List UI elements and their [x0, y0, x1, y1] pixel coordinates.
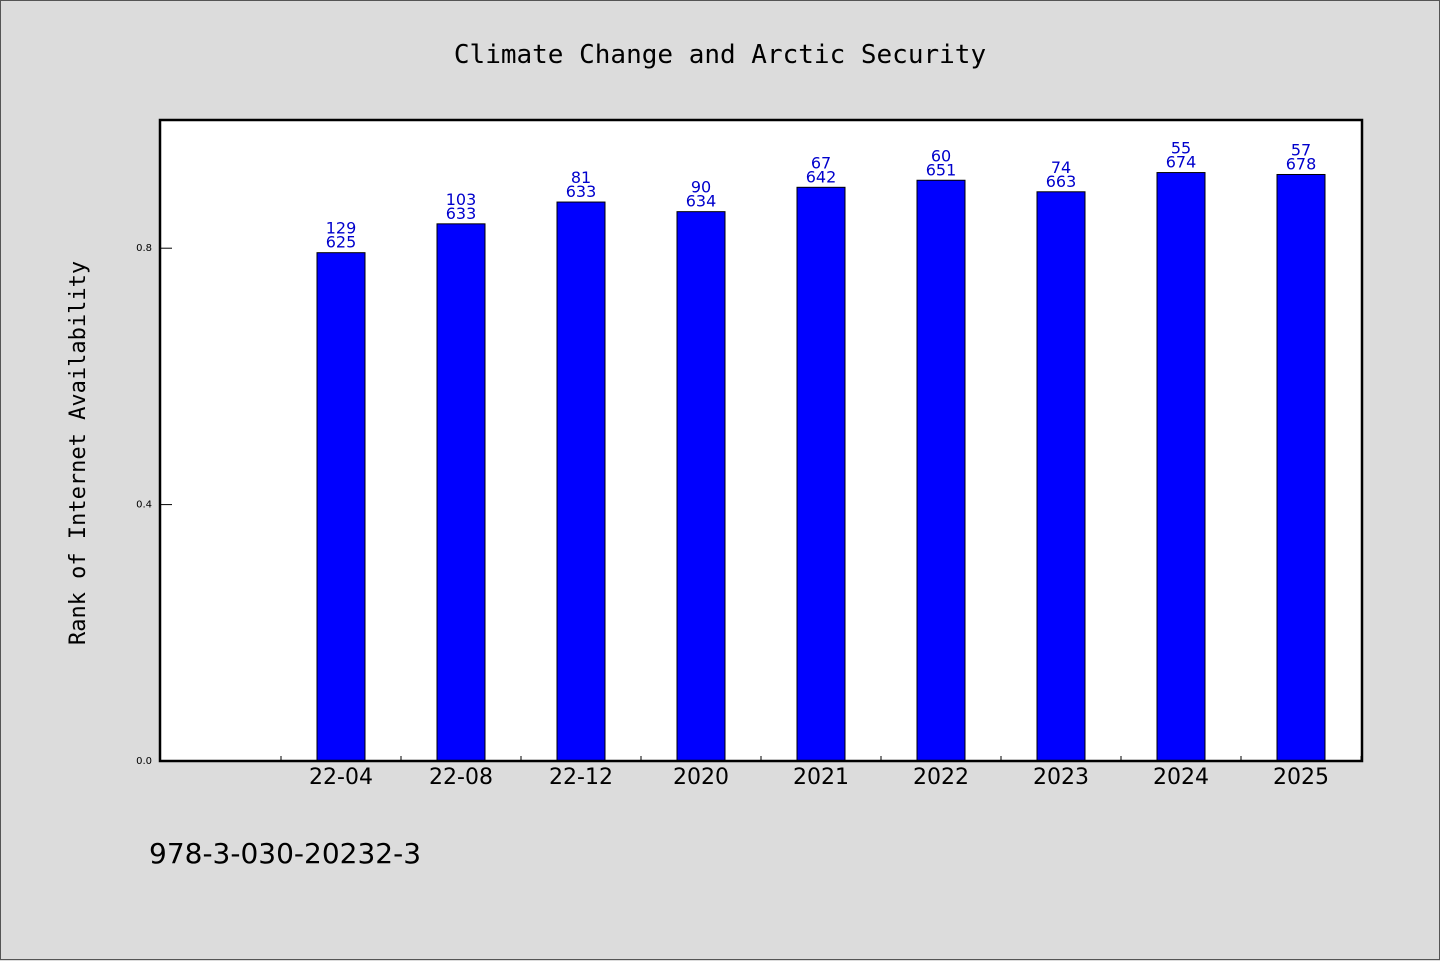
bar-label-bottom: 625 [326, 233, 357, 252]
bars [316, 172, 1326, 762]
x-tick-label: 22-04 [309, 765, 373, 790]
bar-label-top: 55 [1171, 139, 1191, 158]
bar [1276, 173, 1326, 762]
bar-label-top: 74 [1051, 158, 1071, 177]
bar-label-bottom: 663 [1046, 172, 1077, 191]
y-tick-labels: 0.0 0.4 0.8 [136, 243, 152, 767]
bar [676, 211, 726, 762]
bar-label-top: 60 [931, 146, 951, 165]
bar-label-top: 103 [446, 190, 477, 209]
chart-title: Climate Change and Arctic Security [454, 40, 986, 70]
y-tick-label: 0.0 [136, 756, 152, 767]
bar-label-top: 81 [571, 168, 591, 187]
bar [796, 186, 846, 762]
bar-label-top: 129 [326, 219, 357, 238]
x-tick-label: 2021 [793, 765, 849, 790]
bar-label-top: 57 [1291, 140, 1311, 159]
y-tick-label: 0.4 [136, 500, 152, 511]
bar [316, 252, 366, 762]
bar-label-top: 67 [811, 153, 831, 172]
x-tick-label: 22-08 [429, 765, 493, 790]
bar-label-top: 90 [691, 178, 711, 197]
bar-label-bottom: 651 [926, 160, 957, 179]
bar-label-bottom: 642 [806, 167, 837, 186]
bar-label-bottom: 634 [686, 192, 717, 211]
y-tick-label: 0.8 [136, 243, 152, 254]
bar [916, 179, 966, 762]
x-tick-label: 2020 [673, 765, 729, 790]
plot-frame [158, 118, 1364, 763]
x-tick-label: 2023 [1033, 765, 1089, 790]
bar [1156, 172, 1206, 762]
bar [436, 223, 486, 762]
bar-label-bottom: 633 [566, 182, 597, 201]
x-tick-label: 22-12 [549, 765, 613, 790]
x-tick-labels: 22-04 22-08 22-12 2020 2021 2022 2023 2024 2025 [309, 765, 1329, 790]
bar [1036, 191, 1086, 762]
bar-label-bottom: 633 [446, 204, 477, 223]
isbn-footer: 978-3-030-20232-3 [149, 837, 421, 870]
bar [556, 201, 606, 762]
bar-label-bottom: 678 [1286, 154, 1317, 173]
x-tick-label: 2022 [913, 765, 969, 790]
bar-label-bottom: 674 [1166, 153, 1197, 172]
x-tick-label: 2025 [1273, 765, 1329, 790]
x-tick-label: 2024 [1153, 765, 1209, 790]
y-axis-label: Rank of Internet Availability [66, 261, 91, 645]
